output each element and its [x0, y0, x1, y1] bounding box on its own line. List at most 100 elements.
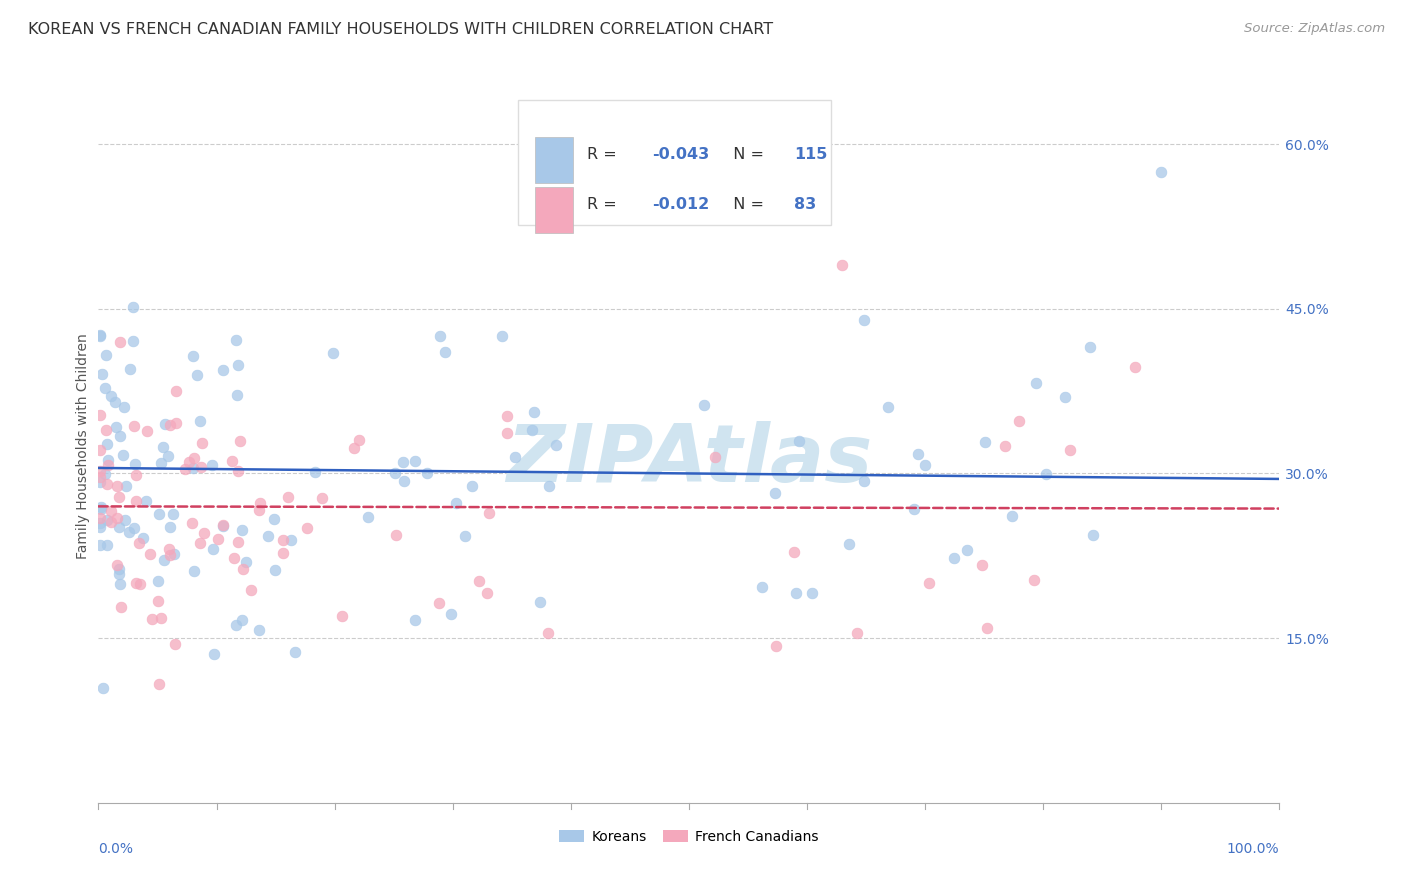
- Point: [89, 516, 111, 530]
- Point: [1083, 528, 1105, 542]
- Point: [181, 516, 204, 530]
- Point: [120, 361, 142, 376]
- Point: [537, 626, 560, 640]
- Point: [693, 398, 716, 412]
- Point: [156, 449, 179, 463]
- Point: [226, 464, 249, 478]
- Point: [231, 524, 253, 538]
- Point: [163, 547, 186, 561]
- Point: [263, 563, 285, 577]
- Point: [304, 465, 326, 479]
- Point: [460, 479, 482, 493]
- Point: [1025, 376, 1047, 391]
- Point: [277, 490, 299, 504]
- Point: [186, 368, 208, 382]
- Point: [107, 479, 129, 493]
- Point: [914, 458, 936, 473]
- Point: [529, 594, 551, 608]
- Point: [89, 470, 111, 484]
- Point: [877, 400, 900, 414]
- Point: [89, 475, 111, 490]
- Point: [90, 501, 112, 516]
- Text: N =: N =: [723, 197, 769, 212]
- Point: [96, 538, 118, 552]
- Point: [183, 564, 205, 578]
- Point: [495, 409, 517, 423]
- Point: [89, 464, 111, 478]
- Point: [159, 520, 181, 534]
- Point: [434, 344, 457, 359]
- Point: [104, 395, 127, 409]
- Point: [124, 467, 146, 482]
- Point: [907, 447, 929, 461]
- Point: [152, 553, 174, 567]
- Point: [89, 408, 111, 422]
- Point: [271, 546, 294, 560]
- Point: [108, 490, 131, 504]
- Point: [146, 574, 169, 589]
- Point: [112, 400, 135, 414]
- Point: [104, 420, 127, 434]
- Point: [311, 491, 333, 506]
- Point: [263, 512, 285, 526]
- Point: [404, 613, 426, 627]
- Point: [118, 524, 141, 539]
- Point: [284, 645, 307, 659]
- Point: [108, 520, 131, 534]
- Point: [970, 558, 993, 573]
- Point: [225, 618, 247, 632]
- Text: Source: ZipAtlas.com: Source: ZipAtlas.com: [1244, 22, 1385, 36]
- Point: [96, 437, 118, 451]
- Point: [415, 467, 437, 481]
- Point: [232, 562, 254, 576]
- Point: [211, 518, 233, 533]
- Point: [852, 313, 875, 327]
- Point: [141, 611, 163, 625]
- Point: [222, 550, 245, 565]
- Point: [427, 596, 450, 610]
- Point: [91, 681, 114, 696]
- Point: [384, 467, 406, 481]
- Point: [523, 405, 546, 419]
- Y-axis label: Family Households with Children: Family Households with Children: [76, 333, 90, 559]
- Point: [280, 533, 302, 547]
- Point: [783, 545, 806, 559]
- Point: [110, 599, 132, 614]
- Point: [1035, 467, 1057, 482]
- Point: [114, 478, 136, 492]
- Point: [249, 496, 271, 510]
- Point: [1001, 508, 1024, 523]
- Point: [183, 349, 205, 363]
- Point: [477, 506, 499, 520]
- Point: [392, 455, 415, 469]
- Point: [188, 415, 211, 429]
- Point: [89, 520, 111, 534]
- Point: [1007, 414, 1029, 428]
- Point: [165, 416, 187, 430]
- Point: [349, 434, 371, 448]
- Point: [231, 614, 253, 628]
- Point: [357, 509, 380, 524]
- Point: [247, 624, 270, 638]
- Point: [122, 418, 145, 433]
- Point: [273, 533, 295, 547]
- Point: [190, 459, 212, 474]
- Point: [129, 577, 152, 591]
- Point: [226, 535, 249, 549]
- FancyBboxPatch shape: [517, 100, 831, 225]
- Point: [831, 258, 853, 272]
- Point: [159, 549, 181, 563]
- Point: [108, 577, 131, 591]
- Point: [153, 417, 176, 431]
- Point: [179, 455, 201, 469]
- Point: [247, 503, 270, 517]
- Point: [404, 453, 426, 467]
- Point: [152, 440, 174, 454]
- Point: [942, 551, 965, 566]
- FancyBboxPatch shape: [536, 186, 574, 233]
- Text: KOREAN VS FRENCH CANADIAN FAMILY HOUSEHOLDS WITH CHILDREN CORRELATION CHART: KOREAN VS FRENCH CANADIAN FAMILY HOUSEHO…: [28, 22, 773, 37]
- Point: [787, 434, 810, 449]
- Point: [429, 329, 451, 343]
- Point: [918, 575, 941, 590]
- Point: [94, 424, 117, 438]
